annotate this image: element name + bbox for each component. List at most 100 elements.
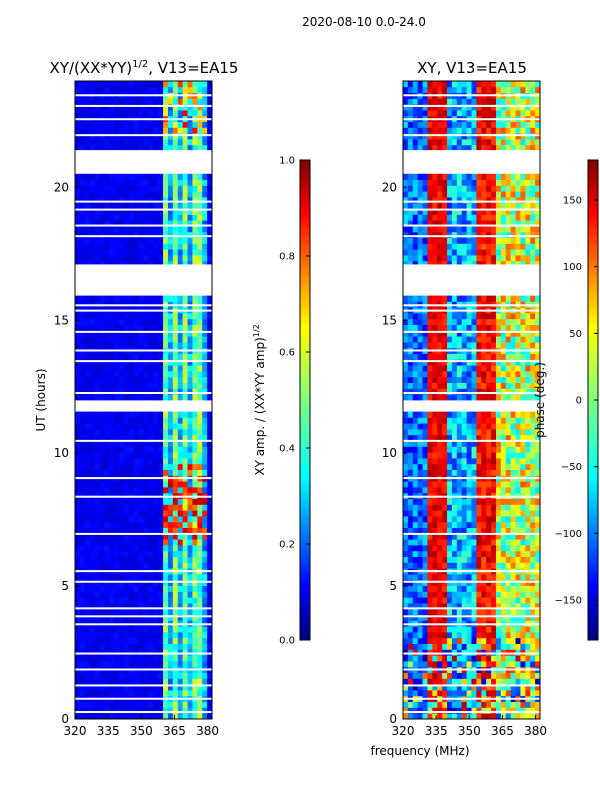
heatmap-cell [442, 382, 448, 389]
heatmap-cell [167, 469, 174, 476]
heatmap-cell [99, 197, 105, 204]
heatmap-cell [119, 376, 125, 383]
heatmap-cell [207, 173, 213, 180]
heatmap-cell [525, 516, 531, 523]
heatmap-cell [197, 632, 203, 639]
heatmap-cell [153, 527, 159, 534]
heatmap-cell [202, 104, 208, 111]
heatmap-cell [500, 690, 507, 697]
heatmap-cell [427, 330, 433, 337]
heatmap-cell [407, 643, 414, 650]
heatmap-cell [133, 690, 139, 697]
heatmap-cell [167, 498, 174, 505]
heatmap-cell [128, 330, 135, 337]
heatmap-cell [495, 661, 502, 668]
heatmap-cell [153, 243, 159, 250]
heatmap-cell [495, 423, 502, 430]
heatmap-cell [84, 672, 91, 679]
heatmap-cell [510, 452, 516, 459]
heatmap-cell [520, 603, 526, 610]
heatmap-cell [79, 545, 86, 552]
heatmap-cell [447, 614, 453, 621]
heatmap-cell [138, 382, 144, 389]
heatmap-cell [182, 585, 188, 592]
heatmap-cell [432, 330, 438, 337]
heatmap-cell [505, 243, 512, 250]
heatmap-cell [148, 487, 154, 494]
heatmap-cell [407, 672, 414, 679]
heatmap-cell [182, 336, 188, 343]
heatmap-cell [75, 626, 81, 633]
heatmap-cell [75, 429, 81, 436]
heatmap-cell [109, 649, 115, 656]
heatmap-cell [437, 231, 443, 238]
heatmap-cell [427, 527, 433, 534]
heatmap-cell [89, 260, 95, 267]
heatmap-cell [99, 516, 105, 523]
heatmap-cell [412, 365, 419, 372]
heatmap-cell [197, 440, 203, 447]
heatmap-cell [172, 359, 179, 366]
heatmap-cell [447, 318, 453, 325]
heatmap-cell [128, 255, 135, 262]
heatmap-cell [202, 429, 208, 436]
heatmap-cell [138, 121, 144, 128]
heatmap-cell [182, 707, 188, 714]
heatmap-cell [417, 556, 423, 563]
heatmap-cell [114, 382, 120, 389]
heatmap-cell [153, 359, 159, 366]
heatmap-cell [437, 614, 443, 621]
heatmap-cell [187, 440, 193, 447]
heatmap-cell [79, 678, 86, 685]
heatmap-cell [481, 371, 487, 378]
heatmap-cell [167, 626, 174, 633]
heatmap-cell [412, 550, 419, 557]
heatmap-cell [109, 185, 115, 192]
heatmap-cell [403, 713, 409, 720]
heatmap-cell [172, 614, 179, 621]
heatmap-cell [471, 585, 477, 592]
heatmap-cell [163, 713, 169, 720]
heatmap-cell [99, 127, 105, 134]
heatmap-cell [79, 504, 86, 511]
heatmap-cell [500, 655, 507, 662]
heatmap-cell [207, 643, 213, 650]
heatmap-cell [172, 498, 179, 505]
heatmap-cell [403, 469, 409, 476]
heatmap-cell [456, 539, 463, 546]
heatmap-cell [163, 208, 169, 215]
heatmap-cell [123, 597, 130, 604]
heatmap-cell [158, 185, 164, 192]
heatmap-cell [520, 632, 526, 639]
heatmap-cell [133, 603, 139, 610]
heatmap-cell [192, 249, 198, 256]
heatmap-cell [84, 185, 91, 192]
heatmap-cell [197, 637, 203, 644]
heatmap-cell [177, 498, 184, 505]
heatmap-cell [437, 550, 443, 557]
heatmap-cell [535, 353, 541, 360]
heatmap-cell [422, 579, 428, 586]
heatmap-cell [451, 707, 458, 714]
heatmap-cell [466, 365, 472, 372]
heatmap-cell [505, 655, 512, 662]
heatmap-cell [143, 231, 149, 238]
heatmap-cell [148, 411, 154, 418]
heatmap-cell [89, 608, 95, 615]
heatmap-cell [207, 98, 213, 105]
heatmap-cell [456, 388, 463, 395]
heatmap-cell [192, 121, 198, 128]
heatmap-cell [202, 173, 208, 180]
heatmap-cell [451, 521, 458, 528]
heatmap-cell [451, 313, 458, 320]
heatmap-cell [456, 516, 463, 523]
heatmap-cell [123, 498, 130, 505]
heatmap-cell [109, 98, 115, 105]
heatmap-cell [128, 394, 135, 401]
heatmap-cell [187, 655, 193, 662]
heatmap-cell [79, 81, 86, 88]
heatmap-cell [437, 603, 443, 610]
heatmap-cell [187, 539, 193, 546]
heatmap-cell [486, 684, 492, 691]
heatmap-cell [422, 632, 428, 639]
